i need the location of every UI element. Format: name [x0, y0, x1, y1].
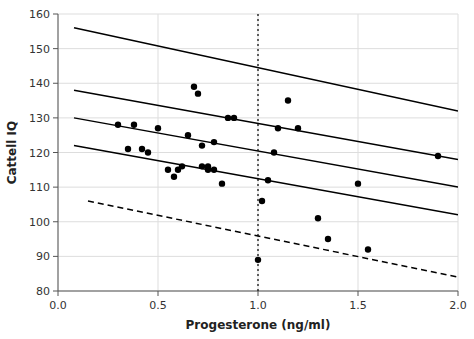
scatter-point: [139, 146, 145, 152]
grid-line: [58, 187, 458, 188]
grid-line: [58, 48, 458, 49]
scatter-point: [211, 167, 217, 173]
tick-label: 120: [29, 147, 50, 160]
scatter-point: [285, 97, 291, 103]
tick-mark: [53, 291, 58, 292]
grid: [58, 14, 458, 291]
tick-label: 0.5: [149, 299, 167, 312]
tick-mark: [53, 14, 58, 15]
scatter-point: [199, 142, 205, 148]
scatter-point: [259, 198, 265, 204]
tick-mark: [53, 117, 58, 118]
tick-mark: [258, 291, 259, 296]
scatter-point: [145, 149, 151, 155]
chart: 0.0 0.5 1.0 1.5 2.0 80 90 100 110 120 130 140 150 160…: [0, 0, 474, 339]
scatter-point: [271, 149, 277, 155]
scatter-point: [131, 122, 137, 128]
tick-mark: [358, 291, 359, 296]
tick-label: 160: [29, 8, 50, 21]
grid-line: [58, 14, 59, 291]
scatter-point: [255, 257, 261, 263]
plot-area: [74, 14, 458, 291]
scatter-point: [365, 246, 371, 252]
tick-mark: [53, 83, 58, 84]
scatter-point: [179, 163, 185, 169]
tick-mark: [53, 48, 58, 49]
tick-label: 110: [29, 181, 50, 194]
scatter-point: [225, 115, 231, 121]
scatter-point: [275, 125, 281, 131]
tick-label: 150: [29, 43, 50, 56]
tick-mark: [53, 256, 58, 257]
scatter-point: [211, 139, 217, 145]
scatter-point: [125, 146, 131, 152]
scatter-point: [185, 132, 191, 138]
tick-mark: [58, 291, 59, 296]
tick-mark: [53, 187, 58, 188]
scatter-point: [315, 215, 321, 221]
scatter-point: [171, 174, 177, 180]
tick-mark: [158, 291, 159, 296]
scatter-point: [155, 125, 161, 131]
tick-label: 2.0: [449, 299, 467, 312]
scatter-point: [165, 167, 171, 173]
tick-label: 0.0: [49, 299, 67, 312]
regression-line: [74, 90, 458, 159]
y-axis-line: [58, 14, 59, 291]
scatter-point: [325, 236, 331, 242]
regression-line: [74, 146, 458, 215]
scatter-point: [219, 180, 225, 186]
tick-label: 140: [29, 77, 50, 90]
scatter-point: [205, 163, 211, 169]
grid-line: [58, 83, 458, 84]
scatter-point: [231, 115, 237, 121]
regression-line: [74, 118, 458, 187]
regression-line: [88, 201, 458, 277]
tick-mark: [53, 221, 58, 222]
x-axis-label: Progesterone (ng/ml): [186, 318, 331, 332]
scatter-point: [191, 84, 197, 90]
tick-mark: [53, 152, 58, 153]
tick-label: 90: [36, 250, 50, 263]
grid-line: [58, 117, 458, 118]
tick-mark: [458, 291, 459, 296]
scatter-point: [295, 125, 301, 131]
scatter-point: [265, 177, 271, 183]
scatter-point: [435, 153, 441, 159]
grid-line: [58, 221, 458, 222]
scatter-point: [355, 180, 361, 186]
vertical-line: [257, 14, 258, 291]
regression-line: [74, 28, 458, 111]
axes: 0.0 0.5 1.0 1.5 2.0 80 90 100 110 120 130 140 150 160: [29, 8, 467, 312]
tick-label: 100: [29, 216, 50, 229]
tick-label: 1.0: [249, 299, 267, 312]
y-axis-label: Cattell IQ: [5, 121, 19, 185]
scatter-point: [195, 90, 201, 96]
scatter-point: [199, 163, 205, 169]
tick-label: 130: [29, 112, 50, 125]
tick-label: 80: [36, 285, 50, 298]
tick-label: 1.5: [349, 299, 367, 312]
scatter-point: [115, 122, 121, 128]
